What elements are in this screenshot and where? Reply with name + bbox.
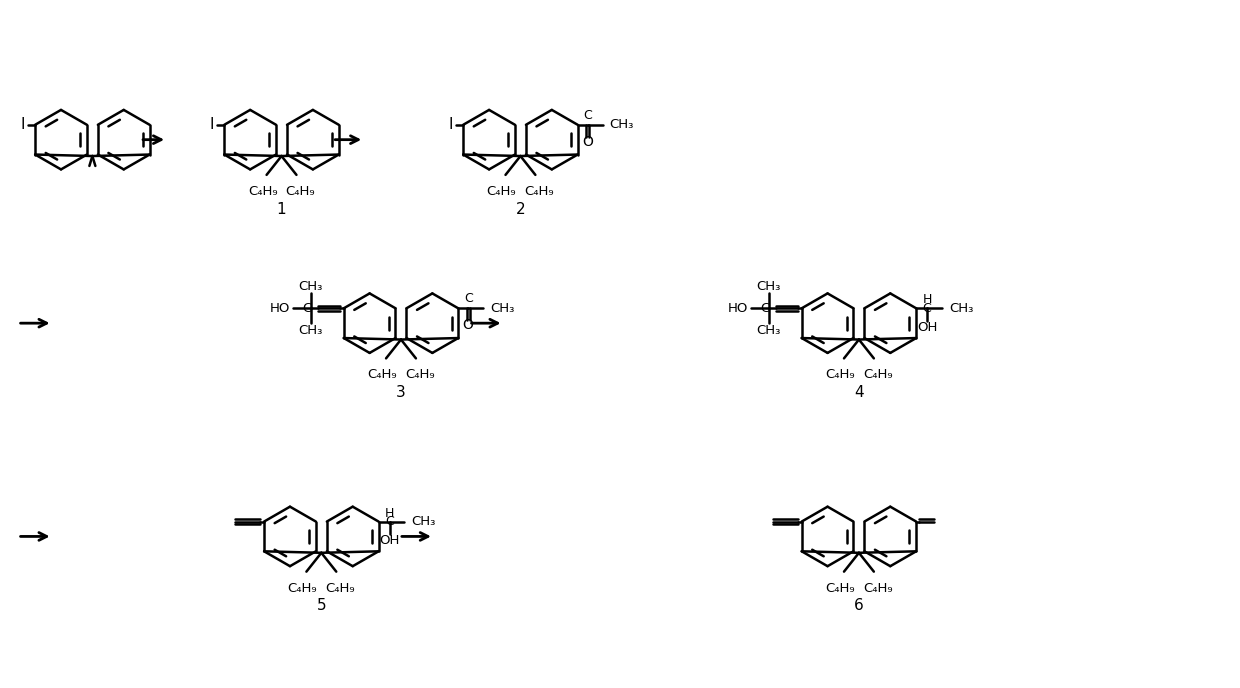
Text: O: O — [583, 135, 593, 149]
Text: C₄H₉: C₄H₉ — [863, 368, 893, 381]
Text: O: O — [463, 318, 474, 332]
Text: CH₃: CH₃ — [756, 323, 781, 336]
Text: I: I — [21, 117, 25, 132]
Text: HO: HO — [269, 302, 290, 315]
Text: 3: 3 — [396, 385, 405, 400]
Text: 4: 4 — [854, 385, 864, 400]
Text: C: C — [760, 302, 769, 315]
Text: C₄H₉: C₄H₉ — [525, 185, 554, 197]
Text: C₄H₉: C₄H₉ — [248, 185, 278, 197]
Text: C₄H₉: C₄H₉ — [487, 185, 516, 197]
Text: C: C — [386, 515, 394, 528]
Text: OH: OH — [916, 321, 937, 334]
Text: CH₃: CH₃ — [610, 118, 634, 131]
Text: C₄H₉: C₄H₉ — [325, 581, 355, 594]
Text: C₄H₉: C₄H₉ — [405, 368, 435, 381]
Text: C: C — [583, 109, 591, 122]
Text: C: C — [303, 302, 311, 315]
Text: C₄H₉: C₄H₉ — [367, 368, 397, 381]
Text: 1: 1 — [277, 202, 286, 217]
Text: C₄H₉: C₄H₉ — [863, 581, 893, 594]
Text: C₄H₉: C₄H₉ — [288, 581, 317, 594]
Text: CH₃: CH₃ — [299, 323, 324, 336]
Text: CH₃: CH₃ — [949, 302, 973, 315]
Text: C: C — [923, 302, 931, 315]
Text: I: I — [449, 117, 454, 132]
Text: CH₃: CH₃ — [756, 280, 781, 293]
Text: OH: OH — [379, 534, 399, 547]
Text: CH₃: CH₃ — [299, 280, 324, 293]
Text: 2: 2 — [516, 202, 526, 217]
Text: I: I — [210, 117, 215, 132]
Text: C₄H₉: C₄H₉ — [285, 185, 315, 197]
Text: CH₃: CH₃ — [490, 302, 515, 315]
Text: C₄H₉: C₄H₉ — [825, 581, 854, 594]
Text: 6: 6 — [854, 599, 864, 614]
Text: HO: HO — [728, 302, 748, 315]
Text: H: H — [384, 506, 394, 519]
Text: 5: 5 — [316, 599, 326, 614]
Text: H: H — [923, 293, 931, 306]
Text: CH₃: CH₃ — [412, 515, 435, 528]
Text: C₄H₉: C₄H₉ — [825, 368, 854, 381]
Text: C: C — [464, 292, 472, 305]
